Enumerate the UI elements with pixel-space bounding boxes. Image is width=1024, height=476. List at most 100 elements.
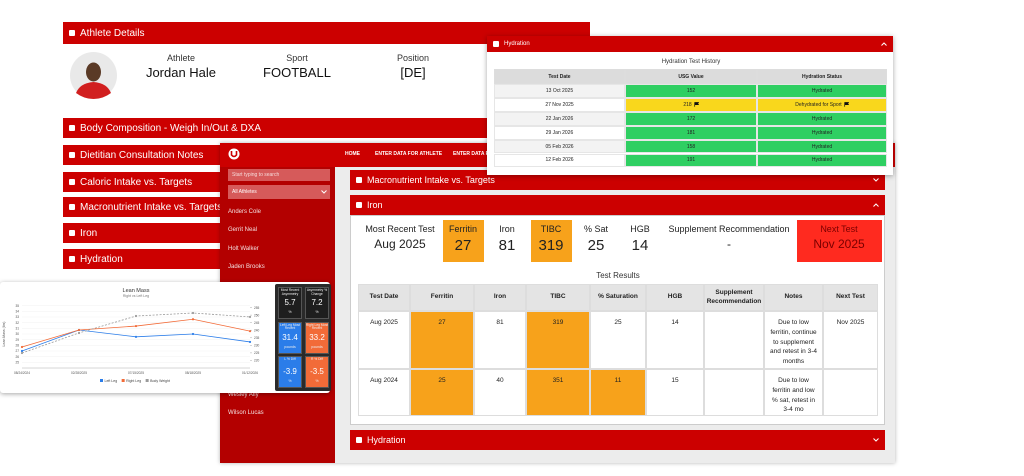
athlete-filter[interactable]: All Athletes (228, 185, 330, 199)
header-text: HGB (667, 293, 683, 301)
legend-swatch (145, 379, 149, 382)
hydration-cell: 158 (625, 139, 757, 154)
table-cell: 11 (590, 369, 646, 416)
cell-text: 191 (686, 157, 696, 164)
cell-text: 81 (496, 319, 504, 326)
cell-text: 152 (686, 87, 696, 94)
data-point (77, 328, 81, 332)
hydration-header-cell: Hydration Status (757, 69, 887, 84)
x-tick-label: 02/28/2025 (71, 371, 87, 375)
search-input[interactable]: Start typing to search (228, 169, 330, 181)
x-tick-label: 08/24/2024 (14, 371, 30, 375)
chevron-icon (321, 190, 327, 194)
cell-text: Hydrated (811, 157, 833, 164)
tile-value: -3.5 (310, 367, 324, 376)
section-icon (69, 152, 75, 158)
cell-text: 15 (671, 377, 679, 384)
athlete-link[interactable]: Holt Walker (228, 245, 259, 252)
section-icon (69, 179, 75, 185)
cell-text: Dehydrated for Sport (795, 101, 842, 108)
chevron-icon (873, 203, 879, 207)
cell-text: 05 Feb 2026 (545, 143, 574, 150)
section-icon (493, 41, 499, 47)
table-header-cell: HGB (646, 284, 704, 311)
table-cell: Nov 2025 (823, 311, 878, 369)
summary-value: - (727, 237, 731, 251)
chevron (873, 178, 879, 182)
summary-label: Most Recent Test (365, 224, 435, 234)
header-text: Next Test (836, 293, 865, 301)
hydration-cell: Hydrated (757, 84, 887, 98)
cell-text: Hydrated (811, 87, 833, 94)
series-line (21, 329, 251, 352)
hydration-cell: 152 (625, 84, 757, 98)
athlete-link[interactable]: Jaden Brooks (228, 263, 265, 270)
data-point (20, 345, 24, 349)
x-tick-label: 08/18/2025 (185, 371, 201, 375)
cell-text: 27 Nov 2025 (545, 101, 574, 108)
tile-value: 31.4 (282, 332, 298, 342)
y-tick-label: 27 (15, 349, 19, 353)
header-text: USG Value (678, 73, 704, 80)
section-icon (69, 30, 75, 36)
section-bar: Hydration (350, 430, 885, 450)
cell-text: Hydrated (811, 143, 833, 150)
summary-value: 27 (454, 237, 472, 254)
nav-link[interactable]: ENTER DATA F (453, 151, 489, 157)
flag-icon (694, 102, 699, 108)
tile-unit: pounds (311, 344, 323, 349)
summary-value: 14 (631, 237, 649, 254)
tile-title: Asymmetry % Change (306, 288, 328, 296)
header-text: Ferritin (430, 293, 454, 301)
hydration-cell: 29 Jan 2026 (494, 125, 625, 140)
section-title: Macronutrient Intake vs. Targets (80, 201, 223, 213)
cell-text: 29 Jan 2026 (545, 129, 574, 136)
athlete-link[interactable]: Anders Cole (228, 209, 262, 215)
tile-title: Right Leg Most Recent (305, 322, 329, 331)
chevron (321, 190, 327, 194)
athlete-link[interactable]: Wesley Ally (228, 392, 259, 398)
data-point (191, 332, 195, 336)
summary-box (530, 220, 572, 262)
cell-text: 218 (683, 101, 692, 108)
data-point (134, 324, 138, 328)
data-point (77, 331, 81, 335)
nav-link[interactable]: ENTER DATA FOR ATHLETE (375, 151, 443, 157)
chevron-icon (873, 438, 879, 442)
chevron (881, 42, 887, 46)
athlete-link[interactable]: Wilson Lucas (228, 410, 264, 417)
y2-tick-label: 225 (254, 351, 260, 355)
stat-tile (305, 356, 329, 388)
nav-link[interactable]: HOME (345, 151, 360, 157)
tile-title: R % Diff (310, 357, 324, 361)
hydration-header-cell: USG Value (625, 69, 757, 84)
header-text: Supplement Recommendation (706, 289, 762, 305)
table-cell: 25 (410, 369, 474, 416)
table-header-cell: % Saturation (590, 284, 646, 311)
header-text: Test Date (548, 73, 571, 80)
section-title: Iron (80, 227, 98, 239)
y2-tick-label: 235 (254, 336, 260, 340)
data-point (191, 318, 195, 321)
tile-title: Left Leg Most Recent (280, 322, 300, 331)
table-cell: 27 (410, 311, 474, 369)
table-cell (823, 369, 878, 416)
chevron (873, 438, 879, 442)
data-point (248, 340, 252, 344)
tile-unit: % (288, 310, 292, 314)
tile-title: L % Diff (284, 357, 296, 361)
hydration-cell: 191 (625, 153, 757, 168)
summary-label: % Sat (583, 224, 608, 234)
section-title: Macronutrient Intake vs. Targets (367, 175, 495, 185)
table-cell: 14 (646, 311, 704, 369)
table-header-cell: Ferritin (410, 284, 474, 311)
hydration-cell: 12 Feb 2026 (494, 153, 625, 168)
section-icon (356, 177, 362, 183)
athlete-link[interactable]: Gerrit Neal (228, 227, 258, 234)
summary-box (796, 220, 882, 262)
section-bar: Macronutrient Intake vs. Targets (350, 170, 885, 190)
stat-tile (305, 321, 329, 354)
summary-box (442, 220, 484, 262)
